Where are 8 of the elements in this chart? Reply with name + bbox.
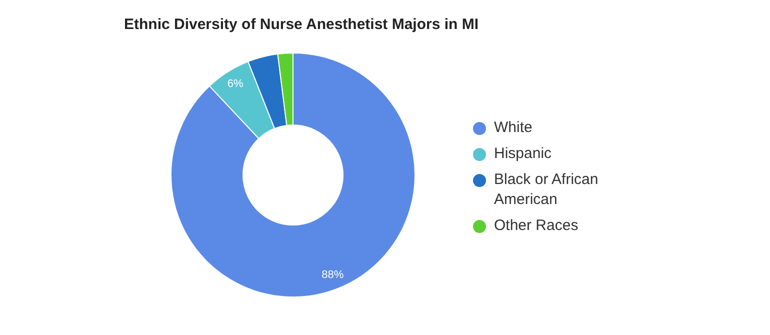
legend-label: White — [494, 118, 532, 138]
legend-label: Other Races — [494, 216, 578, 236]
data-label: 88% — [322, 269, 344, 282]
donut-slice — [170, 52, 416, 298]
legend-label: Hispanic — [494, 144, 552, 164]
chart-title: Ethnic Diversity of Nurse Anesthetist Majors in MI — [124, 16, 479, 33]
legend-label: Black or African American — [494, 170, 600, 210]
data-label: 6% — [227, 78, 244, 90]
